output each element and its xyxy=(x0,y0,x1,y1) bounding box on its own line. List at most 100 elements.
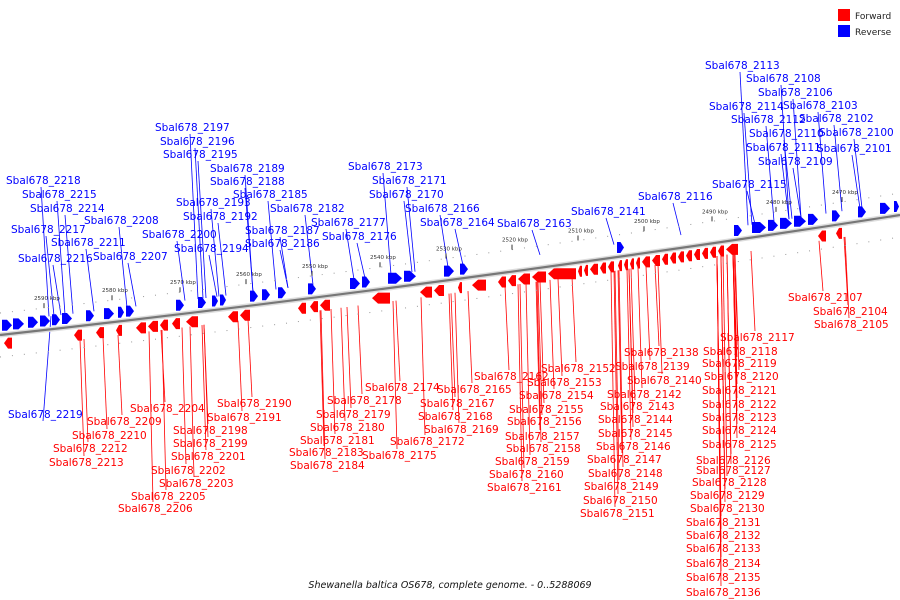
legend-forward-label: Forward xyxy=(855,12,891,22)
reverse-gene-arrow xyxy=(86,310,94,322)
reverse-gene-label: Sbal678_2113 xyxy=(705,60,780,72)
reverse-leader-line xyxy=(780,153,790,220)
reverse-gene-label: Sbal678_2163 xyxy=(497,218,572,230)
reverse-gene-label: Sbal678_2114 xyxy=(709,101,784,113)
forward-leader-line xyxy=(722,255,728,477)
forward-gene-label: Sbal678_2144 xyxy=(598,414,673,426)
reverse-leader-line xyxy=(267,200,277,290)
reverse-gene-arrow xyxy=(198,297,206,309)
reverse-leader-line xyxy=(176,240,186,301)
tick-label: 2550 kbp xyxy=(302,264,328,270)
reverse-gene-arrow xyxy=(780,217,792,229)
forward-gene-arrow xyxy=(694,249,700,261)
forward-gene-arrow xyxy=(532,271,546,283)
reverse-gene-label: Sbal678_2108 xyxy=(746,73,821,85)
forward-gene-arrow xyxy=(420,286,432,298)
forward-gene-arrow xyxy=(636,257,640,269)
reverse-gene-label: Sbal678_2164 xyxy=(420,217,495,229)
reverse-leader-line xyxy=(52,264,62,316)
forward-leader-line xyxy=(716,256,722,587)
reverse-gene-arrow xyxy=(52,314,60,326)
forward-gene-arrow xyxy=(686,250,692,262)
reverse-gene-arrow xyxy=(734,225,742,237)
reverse-gene-label: Sbal678_2182 xyxy=(270,203,345,215)
forward-gene-arrow xyxy=(836,227,842,239)
reverse-leader-line xyxy=(403,200,413,273)
forward-gene-arrow xyxy=(136,322,146,334)
forward-gene-arrow xyxy=(630,258,634,270)
forward-gene-label: Sbal678_2146 xyxy=(596,441,671,453)
forward-gene-label: Sbal678_2104 xyxy=(813,306,888,318)
forward-gene-arrow xyxy=(590,263,598,275)
forward-leader-line xyxy=(161,329,167,491)
reverse-gene-label: Sbal678_2211 xyxy=(51,237,126,249)
forward-leader-line xyxy=(617,270,623,454)
reverse-gene-label: Sbal678_2214 xyxy=(30,203,105,215)
reverse-gene-label: Sbal678_2170 xyxy=(369,189,444,201)
forward-gene-label: Sbal678_2205 xyxy=(131,491,206,503)
reverse-gene-arrow xyxy=(2,319,12,331)
forward-leader-line xyxy=(630,268,636,401)
forward-leader-line xyxy=(657,264,663,375)
forward-gene-arrow xyxy=(498,276,506,288)
reverse-leader-line xyxy=(45,235,55,316)
forward-gene-arrow xyxy=(818,230,826,242)
forward-gene-label: Sbal678_2120 xyxy=(704,371,779,383)
scale-ticks: 2590 kbp 2580 kbp 2570 kbp 2560 kbp 2550 kbp… xyxy=(34,190,858,309)
reverse-gene-label: Sbal678_2193 xyxy=(176,197,251,209)
forward-leader-line xyxy=(517,284,523,482)
forward-gene-label: Sbal678_2204 xyxy=(130,403,205,415)
forward-leader-line xyxy=(750,251,756,332)
forward-leader-line xyxy=(148,331,154,503)
forward-gene-label: Sbal678_2143 xyxy=(600,401,675,413)
forward-gene-arrow xyxy=(702,247,708,259)
forward-gene-label: Sbal678_2157 xyxy=(505,431,580,443)
reverse-gene-label: Sbal678_2216 xyxy=(18,253,93,265)
forward-leader-line xyxy=(83,339,89,443)
forward-leader-line xyxy=(818,240,824,292)
forward-gene-label: Sbal678_2160 xyxy=(489,469,564,481)
forward-gene-label: Sbal678_2172 xyxy=(390,436,465,448)
reverse-gene-label: Sbal678_2116 xyxy=(638,191,713,203)
reverse-gene-arrow xyxy=(858,206,866,218)
forward-gene-label: Sbal678_2181 xyxy=(300,435,375,447)
forward-gene-label: Sbal678_2124 xyxy=(702,425,777,437)
forward-leader-line xyxy=(626,269,632,441)
reverse-gene-label: Sbal678_2219 xyxy=(8,409,83,421)
forward-gene-arrow xyxy=(116,324,122,336)
legend: Forward Reverse xyxy=(838,9,892,38)
reverse-leader-line xyxy=(406,186,416,272)
forward-gene-label: Sbal678_2202 xyxy=(151,465,226,477)
reverse-leader-line xyxy=(345,228,355,280)
forward-gene-label: Sbal678_2151 xyxy=(580,508,655,520)
tick-label: 2540 kbp xyxy=(370,255,396,261)
reverse-gene-label: Sbal678_2186 xyxy=(245,238,320,250)
forward-gene-label: Sbal678_2180 xyxy=(310,422,385,434)
tick-label: 2510 kbp xyxy=(568,229,594,235)
reverse-leader-line xyxy=(765,125,775,222)
reverse-leader-line xyxy=(439,214,449,268)
track-guides xyxy=(0,192,900,358)
forward-leader-line xyxy=(189,326,195,478)
reverse-leader-line xyxy=(356,242,366,279)
forward-leader-line xyxy=(340,307,346,422)
forward-leader-line xyxy=(536,281,542,443)
forward-gene-arrow xyxy=(472,279,486,291)
forward-leader-line xyxy=(613,270,619,495)
forward-leader-line xyxy=(102,336,108,430)
reverse-gene-arrow xyxy=(617,242,624,254)
forward-leader-line xyxy=(519,283,525,469)
forward-gene-label: Sbal678_2138 xyxy=(624,347,699,359)
reverse-leader-line xyxy=(853,138,863,209)
label-leader-lines xyxy=(40,71,863,587)
reverse-gene-arrow xyxy=(28,316,38,328)
forward-gene-arrow xyxy=(608,261,614,273)
forward-leader-line xyxy=(395,300,401,382)
forward-gene-label: Sbal678_2158 xyxy=(506,443,581,455)
reverse-gene-arrow xyxy=(250,290,258,302)
forward-gene-label: Sbal678_2213 xyxy=(49,457,124,469)
reverse-gene-label: Sbal678_2197 xyxy=(155,122,230,134)
forward-gene-arrow xyxy=(642,256,650,268)
reverse-gene-arrow xyxy=(880,202,890,214)
forward-gene-arrow xyxy=(372,292,390,304)
